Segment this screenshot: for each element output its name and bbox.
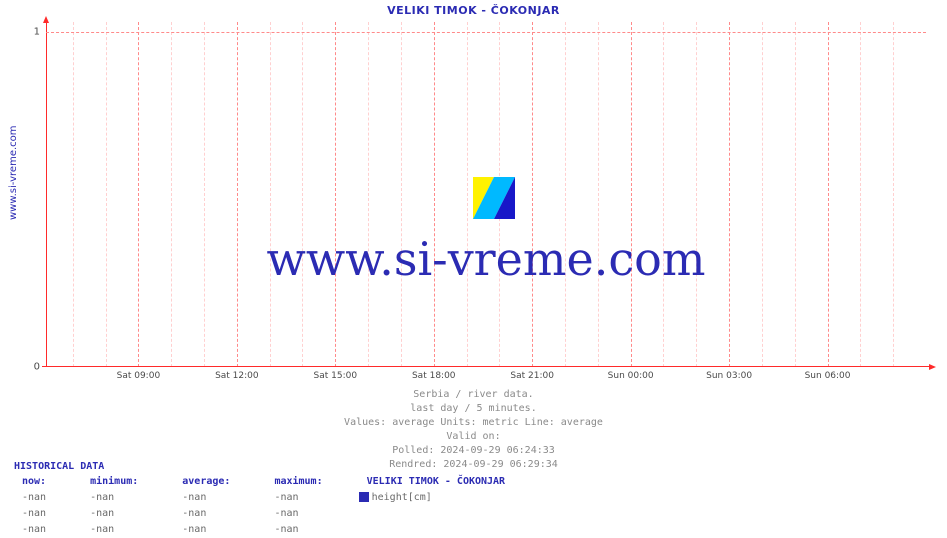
cell: -nan xyxy=(82,522,174,538)
x-tick-label: Sat 21:00 xyxy=(510,371,554,381)
historical-data-block: HISTORICAL DATA now: minimum: average: m… xyxy=(14,460,509,538)
y-tick-label: 1 xyxy=(34,27,40,38)
v-gridline-major xyxy=(532,22,533,367)
series-name: VELIKI TIMOK - ČOKONJAR xyxy=(359,474,509,490)
historical-title: HISTORICAL DATA xyxy=(14,460,509,474)
v-gridline-minor xyxy=(663,22,664,367)
col-maximum: maximum: xyxy=(266,474,358,490)
legend-entry: height[cm] xyxy=(359,490,509,506)
v-gridline-minor xyxy=(467,22,468,367)
x-tick-label: Sat 09:00 xyxy=(117,371,161,381)
y-axis-arrow-icon xyxy=(43,16,49,23)
v-gridline-minor xyxy=(270,22,271,367)
caption-line: Values: average Units: metric Line: aver… xyxy=(0,416,947,430)
v-gridline-minor xyxy=(762,22,763,367)
table-header-row: now: minimum: average: maximum: VELIKI T… xyxy=(14,474,509,490)
cell: -nan xyxy=(174,506,266,522)
cell: -nan xyxy=(174,522,266,538)
x-axis-line xyxy=(42,366,932,367)
v-gridline-major xyxy=(138,22,139,367)
y-tick-label: 0 xyxy=(34,362,40,373)
x-tick-label: Sun 03:00 xyxy=(706,371,752,381)
legend-swatch-icon xyxy=(359,492,369,502)
col-now: now: xyxy=(14,474,82,490)
y-axis-label: www.si-vreme.com xyxy=(8,125,19,220)
v-gridline-minor xyxy=(368,22,369,367)
caption-line: Valid on: xyxy=(0,430,947,444)
cell: -nan xyxy=(266,506,358,522)
v-gridline-major xyxy=(729,22,730,367)
y-axis-line xyxy=(46,22,47,367)
cell: -nan xyxy=(174,490,266,506)
v-gridline-major xyxy=(237,22,238,367)
x-tick-label: Sun 00:00 xyxy=(608,371,654,381)
chart-title: VELIKI TIMOK - ČOKONJAR xyxy=(0,4,947,17)
col-minimum: minimum: xyxy=(82,474,174,490)
v-gridline-minor xyxy=(106,22,107,367)
plot-area: Sat 09:00Sat 12:00Sat 15:00Sat 18:00Sat … xyxy=(46,22,926,367)
caption-line: Polled: 2024-09-29 06:24:33 xyxy=(0,444,947,458)
v-gridline-minor xyxy=(401,22,402,367)
v-gridline-minor xyxy=(696,22,697,367)
x-tick-label: Sun 06:00 xyxy=(805,371,851,381)
historical-table: now: minimum: average: maximum: VELIKI T… xyxy=(14,474,509,538)
v-gridline-minor xyxy=(204,22,205,367)
table-row: -nan -nan -nan -nan xyxy=(14,506,509,522)
x-axis-arrow-icon xyxy=(929,364,936,370)
v-gridline-minor xyxy=(795,22,796,367)
h-gridline xyxy=(46,32,926,33)
v-gridline-major xyxy=(631,22,632,367)
cell: -nan xyxy=(14,490,82,506)
caption-line: last day / 5 minutes. xyxy=(0,402,947,416)
x-tick-label: Sat 15:00 xyxy=(314,371,358,381)
cell: -nan xyxy=(82,506,174,522)
cell: -nan xyxy=(14,522,82,538)
v-gridline-minor xyxy=(598,22,599,367)
chart-container: VELIKI TIMOK - ČOKONJAR www.si-vreme.com… xyxy=(0,0,947,522)
series-unit: height[cm] xyxy=(372,492,432,503)
watermark-logo-icon xyxy=(473,177,515,219)
col-average: average: xyxy=(174,474,266,490)
v-gridline-minor xyxy=(73,22,74,367)
v-gridline-major xyxy=(434,22,435,367)
v-gridline-major xyxy=(828,22,829,367)
v-gridline-minor xyxy=(171,22,172,367)
x-tick-label: Sat 18:00 xyxy=(412,371,456,381)
x-tick-label: Sat 12:00 xyxy=(215,371,259,381)
table-row: -nan -nan -nan -nan height[cm] xyxy=(14,490,509,506)
v-gridline-major xyxy=(335,22,336,367)
v-gridline-minor xyxy=(565,22,566,367)
cell: -nan xyxy=(82,490,174,506)
table-row: -nan -nan -nan -nan xyxy=(14,522,509,538)
cell: -nan xyxy=(266,490,358,506)
cell: -nan xyxy=(266,522,358,538)
v-gridline-minor xyxy=(302,22,303,367)
cell: -nan xyxy=(14,506,82,522)
caption-line: Serbia / river data. xyxy=(0,388,947,402)
v-gridline-minor xyxy=(893,22,894,367)
v-gridline-minor xyxy=(860,22,861,367)
